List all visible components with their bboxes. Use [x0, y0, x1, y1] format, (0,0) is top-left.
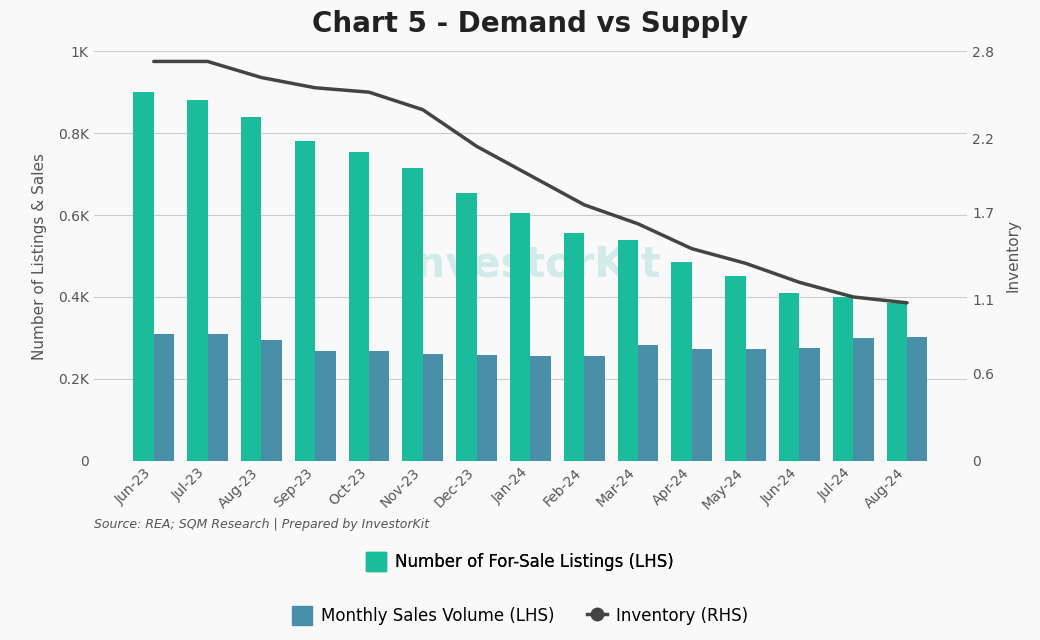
- Bar: [530, 356, 551, 461]
- Text: Source: REA; SQM Research | Prepared by InvestorKit: Source: REA; SQM Research | Prepared by …: [94, 518, 428, 531]
- Bar: [261, 340, 282, 461]
- Bar: [800, 348, 820, 461]
- Y-axis label: Inventory: Inventory: [1006, 220, 1020, 292]
- Bar: [886, 303, 907, 461]
- Bar: [672, 262, 692, 461]
- Text: InvestorKit: InvestorKit: [400, 243, 660, 285]
- Legend: Number of For-Sale Listings (LHS): Number of For-Sale Listings (LHS): [366, 552, 674, 571]
- Bar: [779, 293, 800, 461]
- Bar: [853, 338, 874, 461]
- Bar: [187, 100, 208, 461]
- Bar: [564, 234, 584, 461]
- Bar: [584, 356, 604, 461]
- Bar: [476, 355, 497, 461]
- Bar: [241, 116, 261, 461]
- Title: Chart 5 - Demand vs Supply: Chart 5 - Demand vs Supply: [312, 10, 749, 38]
- Legend: Monthly Sales Volume (LHS), Inventory (RHS): Monthly Sales Volume (LHS), Inventory (R…: [292, 606, 748, 625]
- Bar: [154, 334, 175, 461]
- Bar: [618, 239, 638, 461]
- Bar: [402, 168, 423, 461]
- Bar: [725, 276, 746, 461]
- Bar: [208, 334, 228, 461]
- Bar: [294, 141, 315, 461]
- Bar: [369, 351, 389, 461]
- Bar: [746, 349, 766, 461]
- Bar: [315, 351, 336, 461]
- Bar: [907, 337, 928, 461]
- Bar: [348, 152, 369, 461]
- Bar: [510, 213, 530, 461]
- Y-axis label: Number of Listings & Sales: Number of Listings & Sales: [31, 152, 47, 360]
- Bar: [457, 193, 476, 461]
- Bar: [638, 345, 658, 461]
- Bar: [133, 92, 154, 461]
- Bar: [833, 297, 853, 461]
- Bar: [423, 355, 443, 461]
- Bar: [692, 349, 712, 461]
